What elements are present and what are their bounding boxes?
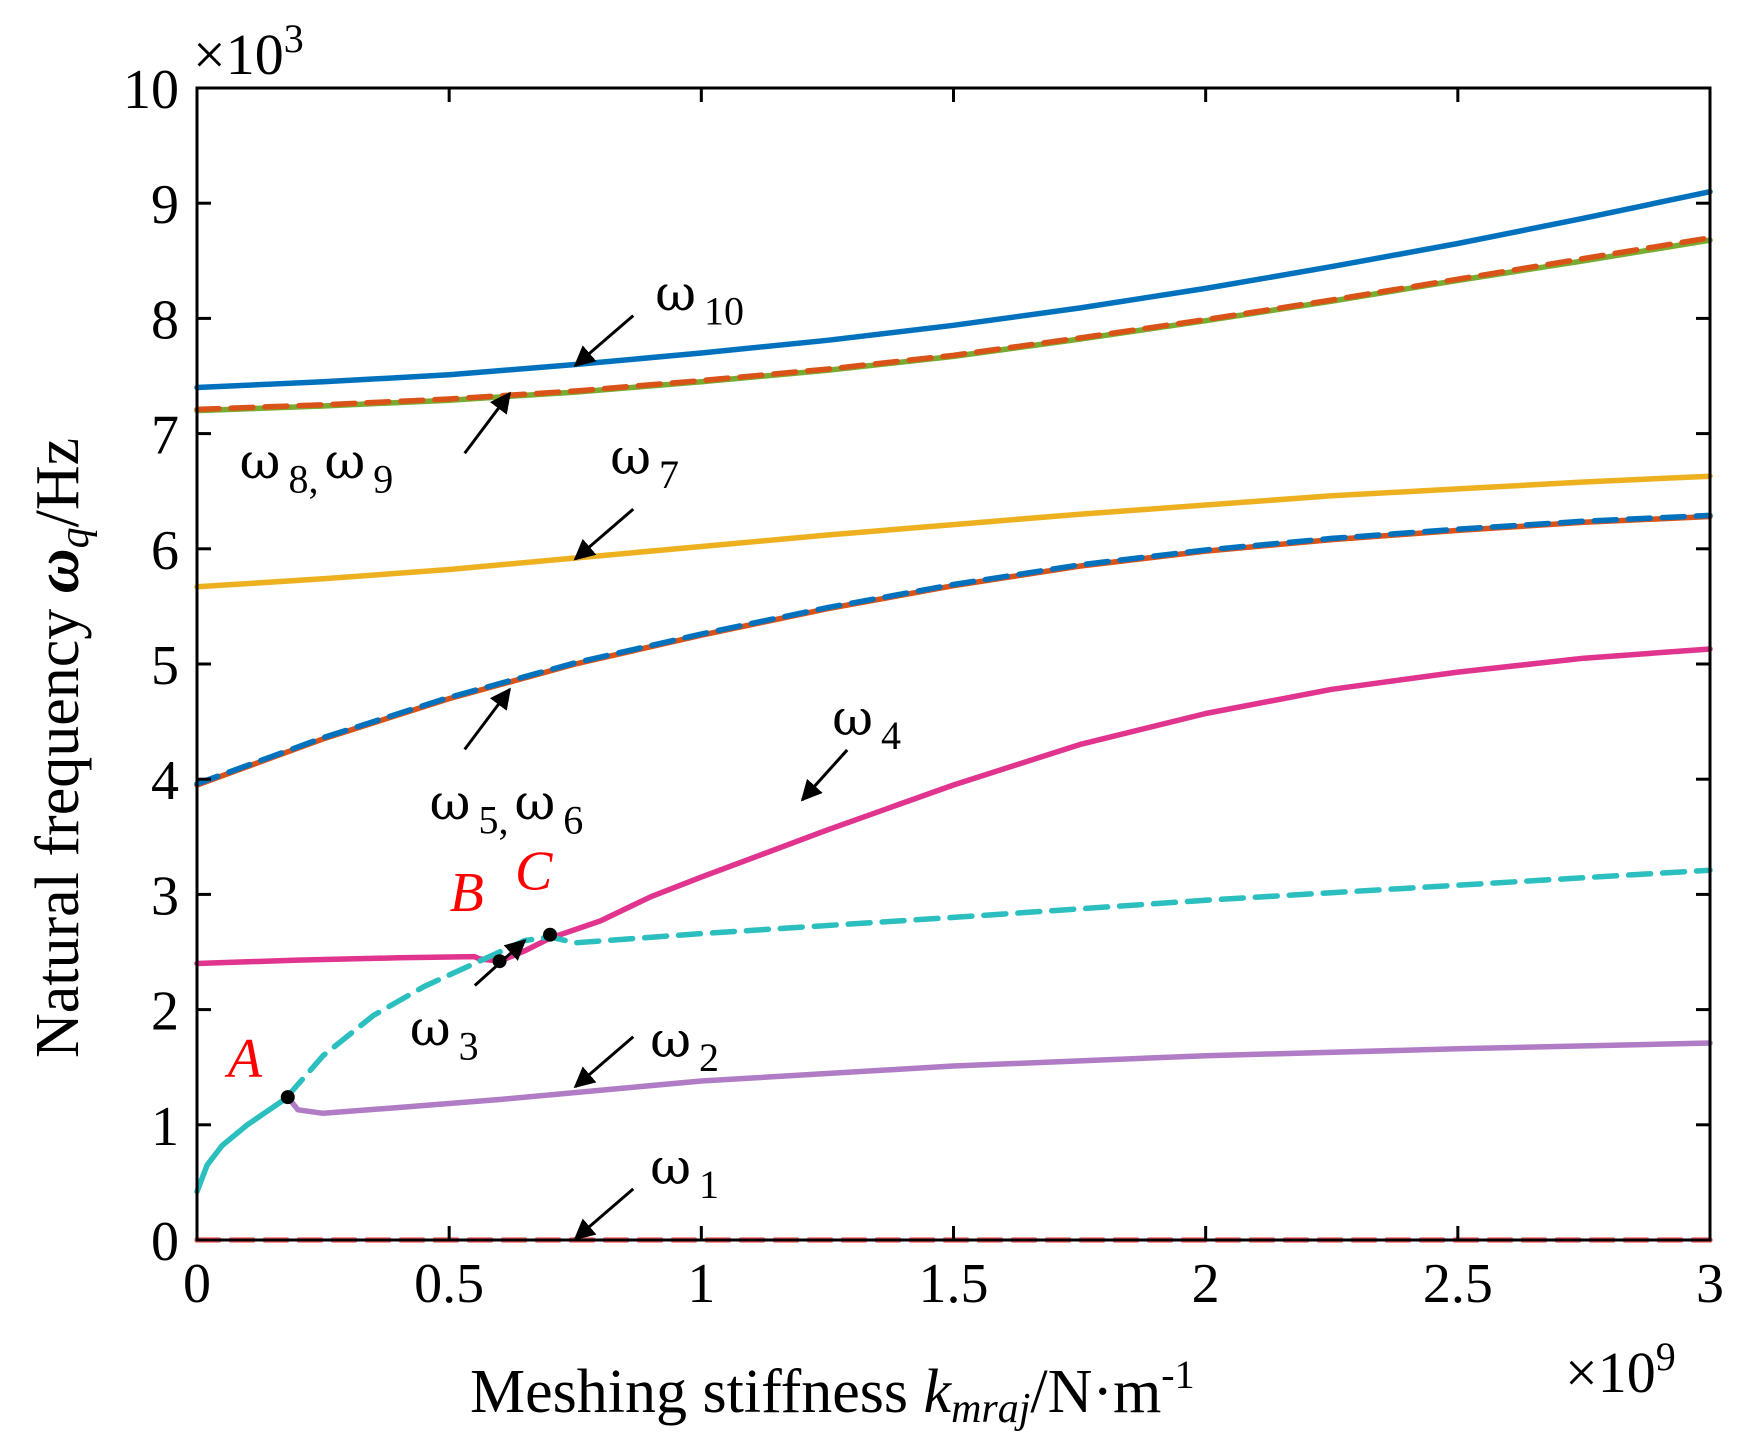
annotation-arrow: [800, 748, 849, 802]
point-b: [492, 954, 507, 969]
x-axis-title: Meshing stiffness kmraj/N·m-1: [470, 1352, 1195, 1432]
y-tick-label: 5: [151, 635, 179, 697]
annotation-arrow: [573, 1187, 635, 1241]
annotation-arrow: [573, 508, 635, 561]
x-tick-label: 1.5: [919, 1253, 989, 1315]
series--8: [194, 235, 1713, 413]
annotation-label: ω 10: [655, 265, 744, 334]
y-tick-label: 7: [151, 405, 179, 467]
series--10: [194, 188, 1713, 391]
series--3-initial-: [194, 1094, 291, 1195]
ticks-layer: 0 0.5 1 1.5 2 2.5 3 0 1 2 3 4 5 6 7 8 9 10: [123, 59, 1724, 1315]
y-tick-label: 10: [123, 59, 179, 121]
annotation-arrow: [463, 687, 511, 751]
x-tick-label: 2: [1192, 1253, 1220, 1315]
y-tick-label: 6: [151, 520, 179, 582]
point-a: [280, 1090, 295, 1105]
x-multiplier: ×109: [1565, 1334, 1676, 1405]
y-tick-label: 4: [151, 750, 179, 812]
annotation-label: ω 5, ω 6: [430, 773, 584, 842]
y-tick-label: 2: [151, 981, 179, 1043]
y-tick-label: 9: [151, 174, 179, 236]
point-label-a: A: [224, 1028, 263, 1090]
x-tick-label: 2.5: [1423, 1253, 1493, 1315]
y-tick-label: 1: [151, 1096, 179, 1158]
y-multiplier: ×103: [193, 16, 304, 87]
x-tick-label: 3: [1696, 1253, 1724, 1315]
x-tick-label: 0: [183, 1253, 211, 1315]
special-points-layer: A B C: [224, 841, 558, 1105]
series--4: [194, 646, 1713, 967]
annotation-arrow: [573, 314, 635, 368]
x-tick-label: 1: [687, 1253, 715, 1315]
y-tick-label: 0: [151, 1211, 179, 1273]
series-layer: [194, 188, 1713, 1243]
point-label-c: C: [515, 841, 553, 903]
annotation-arrow: [463, 391, 511, 455]
series--2: [285, 1040, 1713, 1117]
series--6: [194, 513, 1713, 788]
annotation-arrow: [573, 1035, 635, 1089]
y-tick-label: 3: [151, 865, 179, 927]
annotation-label: ω 8, ω 9: [240, 432, 394, 501]
x-tick-label: 0.5: [414, 1253, 484, 1315]
point-c: [543, 927, 558, 942]
series--5: [194, 512, 1713, 787]
annotations-layer: ω 10 ω 8, ω 9 ω 7 ω 5, ω 6 ω 4 ω 3 ω 2 ω 1: [240, 265, 901, 1241]
y-axis-title: Natural frequency ωq/Hz: [24, 438, 98, 1058]
series--7: [194, 473, 1713, 590]
y-tick-label: 8: [151, 289, 179, 351]
point-label-b: B: [450, 862, 484, 924]
